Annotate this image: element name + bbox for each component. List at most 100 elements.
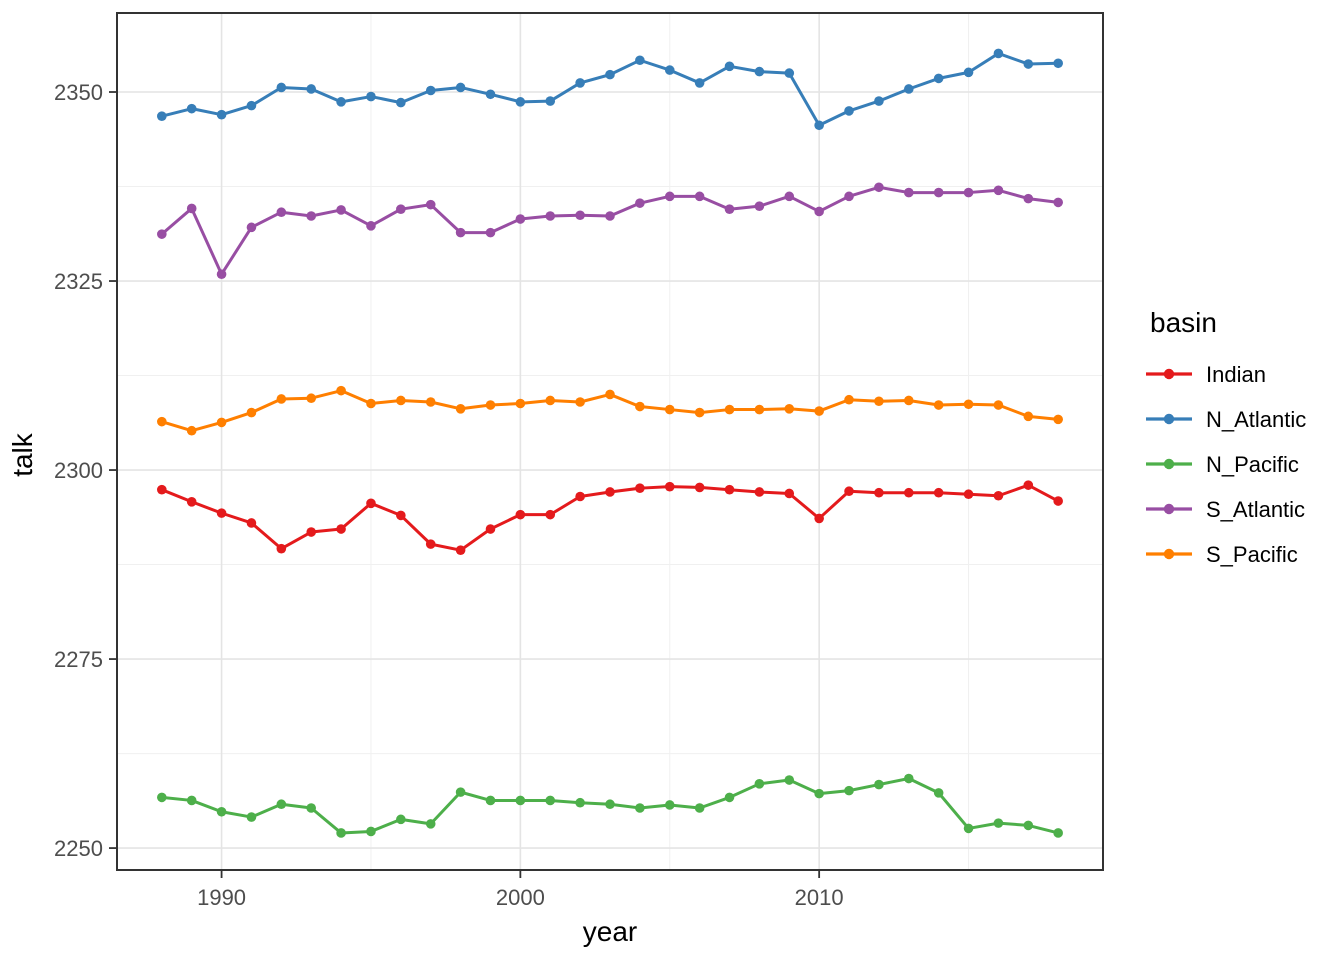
- plot-panel: [117, 13, 1103, 870]
- data-point: [724, 61, 735, 72]
- data-point: [157, 792, 167, 803]
- y-tick-label: 2250: [54, 836, 103, 861]
- data-point: [306, 84, 317, 94]
- data-point: [874, 182, 884, 193]
- data-point: [903, 773, 914, 784]
- data-point: [844, 394, 854, 405]
- data-point: [396, 204, 406, 214]
- legend-key-point: [1163, 413, 1175, 425]
- data-point: [963, 489, 974, 500]
- data-point: [306, 211, 317, 221]
- data-point: [724, 404, 735, 415]
- legend-label: N_Pacific: [1206, 452, 1299, 477]
- series-N_Atlantic: [157, 48, 1063, 131]
- data-point: [396, 510, 406, 521]
- data-point: [216, 508, 227, 518]
- data-point: [545, 96, 556, 106]
- data-point: [724, 792, 735, 803]
- data-point: [814, 206, 824, 217]
- data-point: [903, 487, 914, 498]
- data-point: [306, 527, 317, 537]
- data-point: [605, 487, 615, 497]
- data-point: [784, 775, 795, 785]
- x-tick-label: 1990: [197, 885, 246, 910]
- data-point: [874, 96, 884, 106]
- data-point: [575, 491, 585, 502]
- data-point: [874, 779, 884, 790]
- data-point: [784, 68, 795, 78]
- y-axis-title: talk: [7, 432, 38, 477]
- data-point: [933, 487, 944, 498]
- data-point: [664, 65, 675, 75]
- data-point: [874, 396, 884, 407]
- data-point: [664, 800, 675, 810]
- data-point: [515, 97, 526, 107]
- data-point: [694, 482, 705, 493]
- data-point: [1023, 480, 1034, 490]
- data-point: [396, 97, 406, 108]
- data-point: [455, 404, 466, 414]
- gridlines-major: [117, 13, 1103, 870]
- panel-border: [116, 12, 1104, 871]
- data-point: [246, 407, 257, 418]
- data-point: [635, 483, 645, 493]
- data-point: [874, 487, 884, 498]
- data-point: [814, 513, 824, 524]
- data-point: [276, 394, 287, 404]
- data-point: [1053, 496, 1063, 506]
- data-point: [216, 269, 227, 280]
- data-point: [664, 404, 675, 415]
- data-point: [635, 401, 645, 412]
- data-point: [1023, 59, 1034, 69]
- data-point: [963, 823, 974, 834]
- data-point: [933, 788, 944, 798]
- data-point: [993, 185, 1004, 196]
- data-point: [396, 395, 406, 406]
- data-point: [605, 211, 615, 221]
- legend-title: basin: [1150, 307, 1217, 338]
- data-point: [366, 221, 376, 231]
- data-point: [963, 67, 974, 78]
- data-point: [425, 539, 436, 549]
- data-point: [754, 487, 765, 497]
- data-point: [366, 498, 376, 509]
- data-point: [545, 795, 556, 806]
- legend-label: Indian: [1206, 362, 1266, 387]
- data-point: [455, 227, 466, 238]
- data-point: [963, 187, 974, 198]
- data-point: [216, 806, 227, 817]
- data-point: [455, 82, 466, 93]
- data-point: [754, 201, 765, 211]
- x-axis-title: year: [583, 916, 637, 947]
- data-point: [694, 407, 705, 418]
- data-point: [425, 85, 436, 96]
- data-point: [903, 187, 914, 198]
- data-point: [246, 222, 257, 233]
- data-point: [157, 111, 167, 122]
- y-axis: 2250 2275 2300 2325 2350: [54, 80, 117, 861]
- data-point: [993, 490, 1004, 501]
- data-point: [575, 797, 585, 808]
- data-point: [784, 191, 795, 202]
- data-point: [754, 66, 765, 77]
- data-point: [276, 207, 287, 218]
- data-point: [455, 787, 466, 797]
- series-Indian: [157, 480, 1063, 555]
- data-point: [545, 509, 556, 520]
- data-point: [993, 48, 1004, 59]
- data-point: [844, 785, 854, 796]
- data-point: [844, 191, 854, 202]
- data-point: [246, 812, 257, 822]
- data-point: [903, 395, 914, 406]
- data-point: [157, 484, 167, 495]
- legend-entry-N_Atlantic: N_Atlantic: [1146, 407, 1306, 432]
- data-point: [694, 803, 705, 813]
- data-point: [246, 518, 257, 528]
- data-point: [933, 187, 944, 198]
- legend-entry-N_Pacific: N_Pacific: [1146, 452, 1299, 477]
- data-point: [814, 406, 824, 416]
- data-point: [605, 799, 615, 810]
- legend-entry-S_Atlantic: S_Atlantic: [1146, 497, 1305, 522]
- data-point: [336, 385, 346, 396]
- data-point: [157, 416, 167, 427]
